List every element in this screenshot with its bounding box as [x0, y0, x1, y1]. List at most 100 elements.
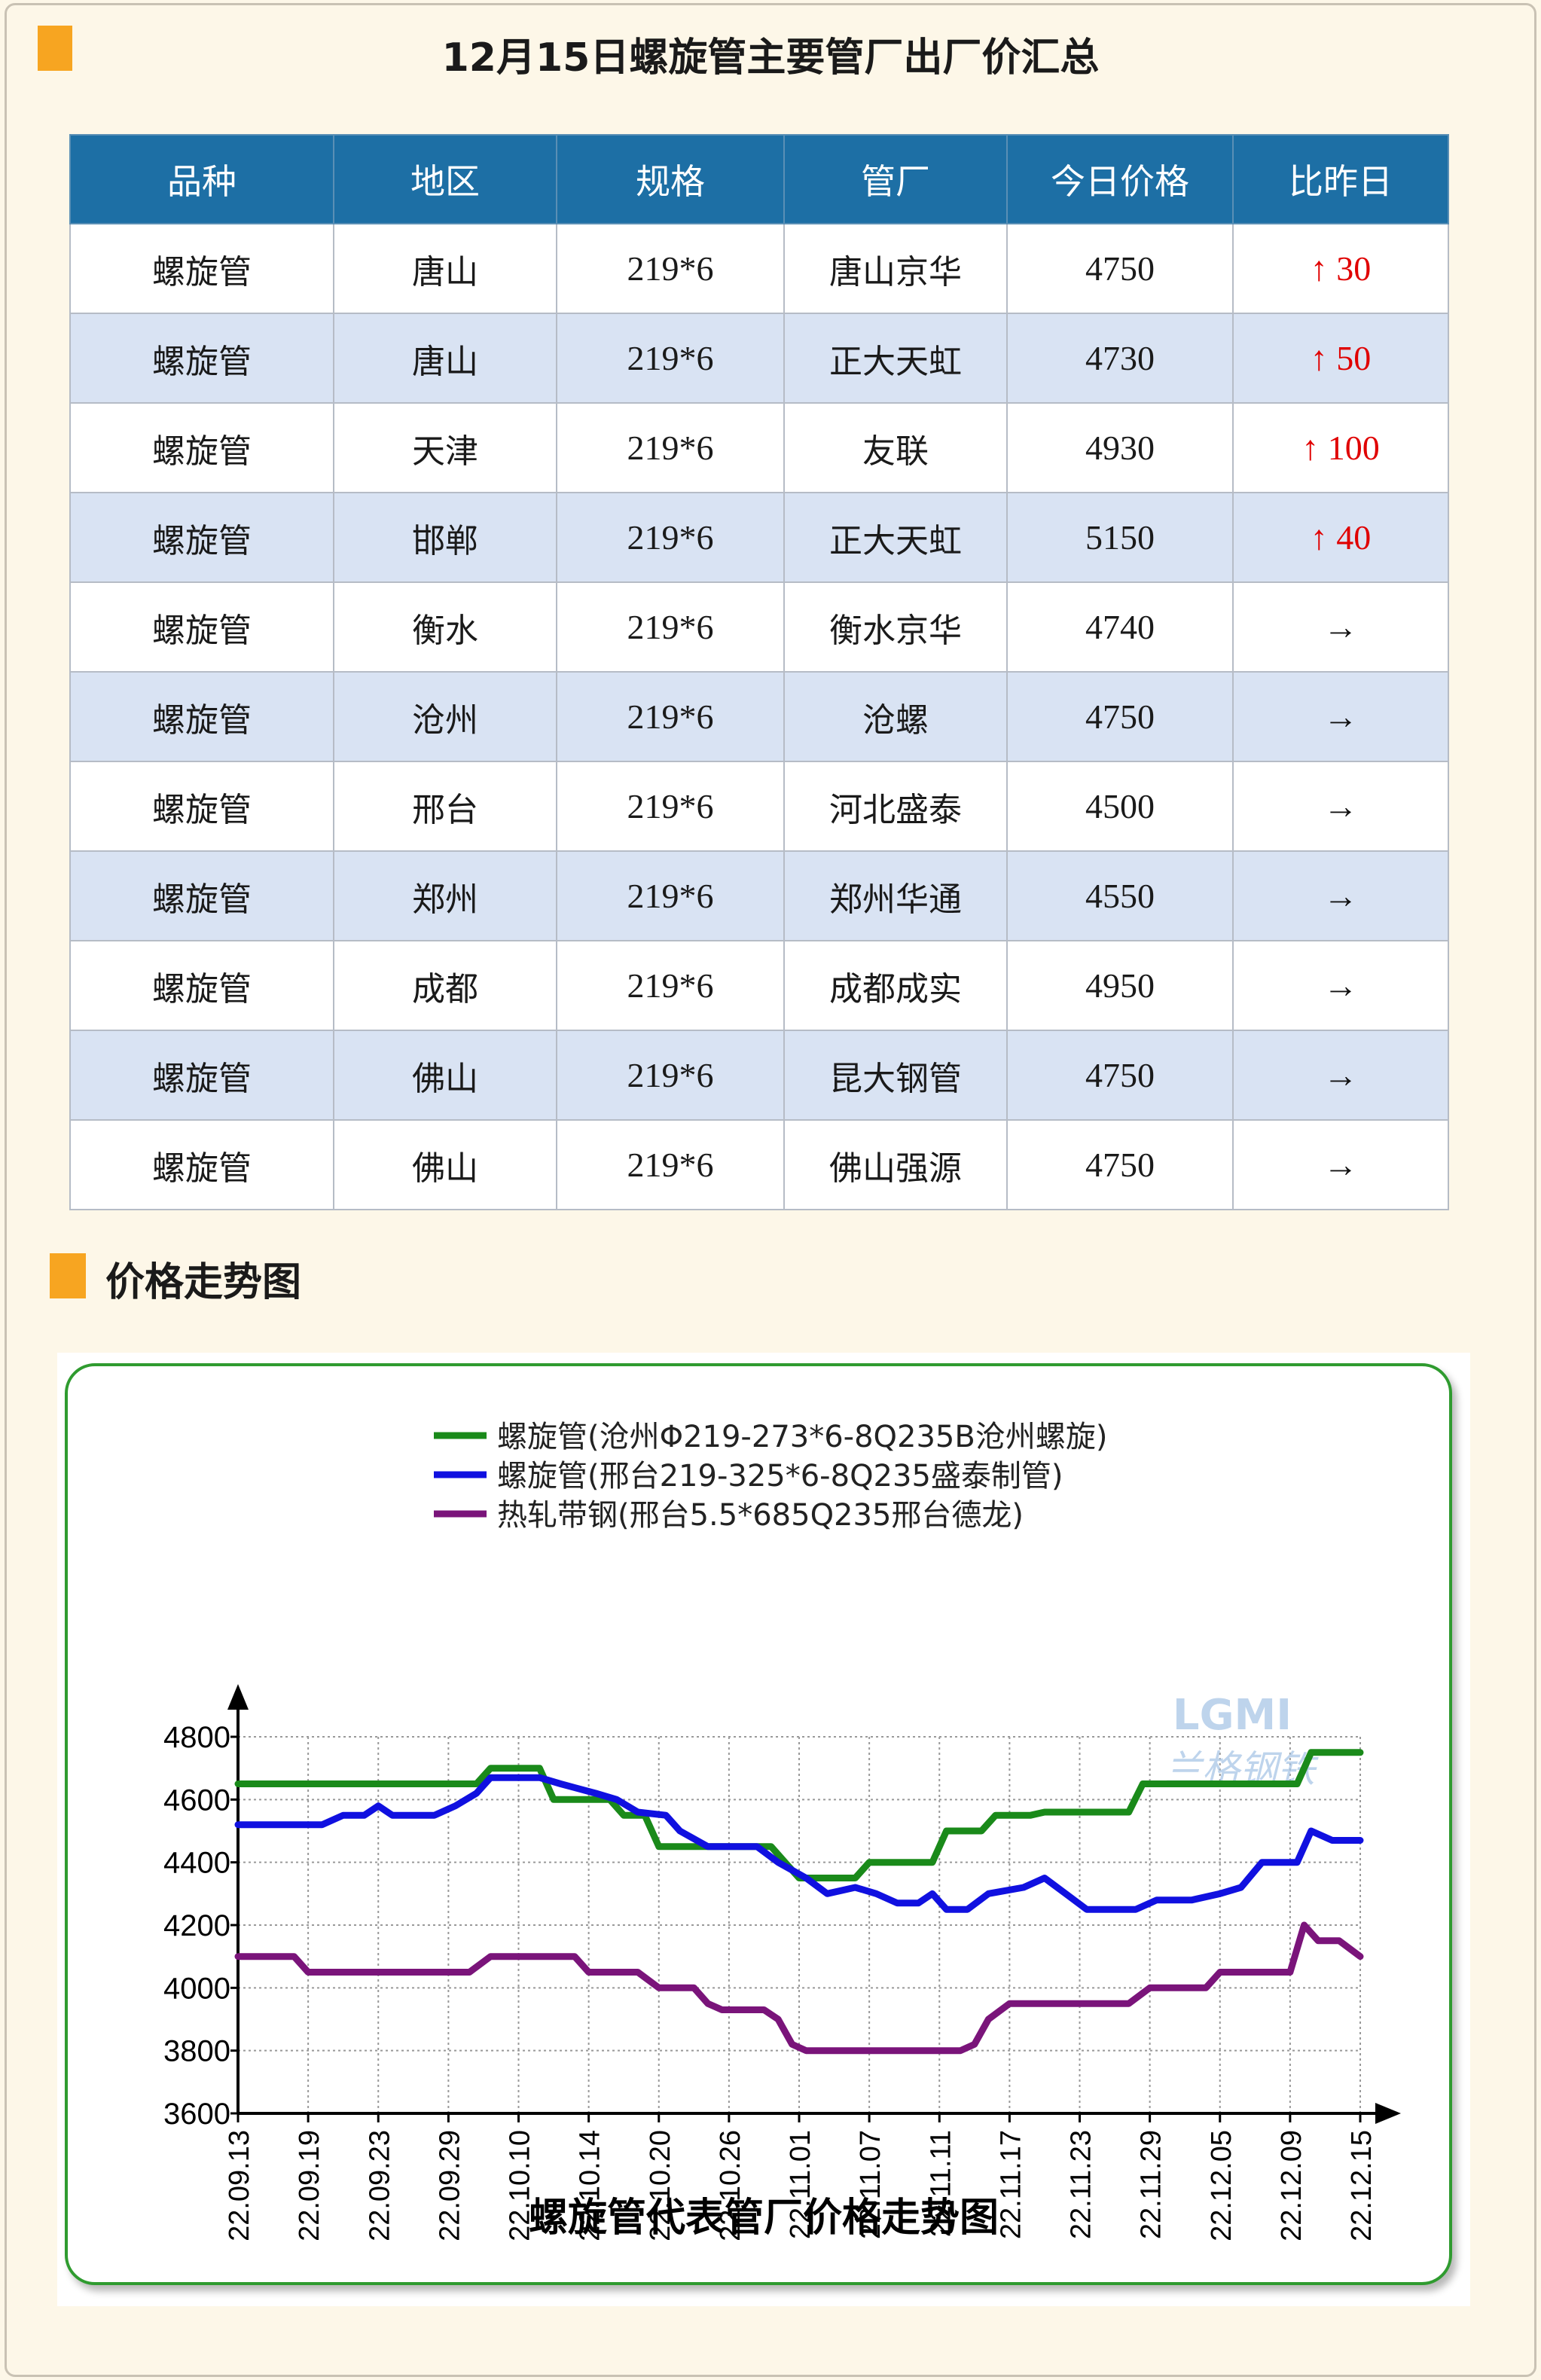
- cell-change: ↑ 100: [1232, 402, 1449, 493]
- table-row: 螺旋管 佛山 219*6 佛山强源 4750 →: [69, 1119, 1449, 1210]
- col-price: 今日价格: [1006, 134, 1234, 224]
- chart-panel: LGMI 兰格钢铁 3600 3800 4000 4200 4400 4600 4800 22.0…: [57, 1353, 1470, 2306]
- section-marker-1: [38, 26, 72, 71]
- cell-change: →: [1232, 940, 1449, 1031]
- cell-mill: 郑州华通: [783, 850, 1008, 941]
- table-row: 螺旋管 郑州 219*6 郑州华通 4550 →: [69, 850, 1449, 941]
- col-region: 地区: [333, 134, 557, 224]
- cell-price: 4750: [1006, 223, 1234, 314]
- change-value: 40: [1336, 518, 1372, 557]
- flat-arrow-icon: →: [1323, 787, 1358, 825]
- cell-region: 衡水: [333, 581, 557, 673]
- change-value: 50: [1336, 339, 1372, 377]
- cell-spec: 219*6: [556, 850, 785, 941]
- cell-change: →: [1232, 850, 1449, 941]
- col-mill: 管厂: [783, 134, 1008, 224]
- up-arrow-icon: ↑: [1310, 249, 1328, 288]
- chart-title: 螺旋管代表管厂价格走势图: [529, 2195, 999, 2241]
- x-tick-label: 22.10.10: [505, 2130, 536, 2241]
- col-variety: 品种: [69, 134, 334, 224]
- cell-spec: 219*6: [556, 671, 785, 762]
- cell-mill: 唐山京华: [783, 223, 1008, 314]
- cell-mill: 成都成实: [783, 940, 1008, 1031]
- watermark-logo: LGMI: [1173, 1691, 1292, 1740]
- page-title: 12月15日螺旋管主要管厂出厂价汇总: [441, 35, 1100, 81]
- y-tick-label: 4600: [163, 1783, 230, 1817]
- table-row: 螺旋管 沧州 219*6 沧螺 4750 →: [69, 671, 1449, 762]
- cell-spec: 219*6: [556, 313, 785, 404]
- cell-spec: 219*6: [556, 940, 785, 1031]
- cell-change: →: [1232, 581, 1449, 673]
- table-row: 螺旋管 唐山 219*6 唐山京华 4750 ↑ 30: [69, 223, 1449, 314]
- y-tick-label: 4200: [163, 1909, 230, 1942]
- cell-price: 4500: [1006, 761, 1234, 852]
- y-tick-label: 3800: [163, 2035, 230, 2068]
- cell-variety: 螺旋管: [69, 761, 334, 852]
- cell-change: →: [1232, 671, 1449, 762]
- up-arrow-icon: ↑: [1301, 429, 1320, 467]
- cell-variety: 螺旋管: [69, 1030, 334, 1121]
- cell-mill: 佛山强源: [783, 1119, 1008, 1210]
- series-line: [234, 1749, 1364, 1881]
- table-row: 螺旋管 邢台 219*6 河北盛泰 4500 →: [69, 761, 1449, 852]
- table-row: 螺旋管 成都 219*6 成都成实 4950 →: [69, 940, 1449, 1031]
- cell-region: 天津: [333, 402, 557, 493]
- cell-price: 4750: [1006, 1119, 1234, 1210]
- cell-change: →: [1232, 1030, 1449, 1121]
- cell-region: 唐山: [333, 223, 557, 314]
- cell-price: 4750: [1006, 1030, 1234, 1121]
- cell-spec: 219*6: [556, 402, 785, 493]
- col-spec: 规格: [556, 134, 785, 224]
- x-tick-label: 22.12.09: [1276, 2130, 1308, 2241]
- price-trend-chart: LGMI兰格钢铁360038004000420044004600480022.0…: [163, 1420, 1401, 2241]
- flat-arrow-icon: →: [1323, 1146, 1358, 1184]
- legend-label: 热轧带钢(邢台5.5*685Q235邢台德龙): [497, 1498, 1024, 1533]
- cell-price: 4550: [1006, 850, 1234, 941]
- cell-change: ↑ 50: [1232, 313, 1449, 404]
- cell-region: 邢台: [333, 761, 557, 852]
- cell-region: 唐山: [333, 313, 557, 404]
- cell-mill: 昆大钢管: [783, 1030, 1008, 1121]
- cell-spec: 219*6: [556, 761, 785, 852]
- cell-spec: 219*6: [556, 1030, 785, 1121]
- change-value: 30: [1336, 249, 1372, 288]
- up-arrow-icon: ↑: [1310, 518, 1328, 557]
- legend-label: 螺旋管(邢台219-325*6-8Q235盛泰制管): [497, 1459, 1063, 1494]
- x-tick-label: 22.11.07: [855, 2130, 886, 2239]
- x-tick-label: 22.10.20: [645, 2130, 676, 2241]
- cell-variety: 螺旋管: [69, 850, 334, 941]
- y-tick-label: 4800: [163, 1721, 230, 1754]
- cell-spec: 219*6: [556, 492, 785, 583]
- col-change: 比昨日: [1232, 134, 1449, 224]
- table-row: 螺旋管 邯郸 219*6 正大天虹 5150 ↑ 40: [69, 492, 1449, 583]
- legend-label: 螺旋管(沧州Φ219-273*6-8Q235B沧州螺旋): [497, 1420, 1107, 1454]
- cell-spec: 219*6: [556, 581, 785, 673]
- x-tick-label: 22.11.01: [785, 2130, 816, 2239]
- x-tick-label: 22.12.05: [1206, 2130, 1237, 2241]
- table-row: 螺旋管 唐山 219*6 正大天虹 4730 ↑ 50: [69, 313, 1449, 404]
- price-table: 品种 地区 规格 管厂 今日价格 比昨日 螺旋管 唐山 219*6 唐山京华 4750 ↑…: [69, 134, 1449, 1210]
- cell-region: 郑州: [333, 850, 557, 941]
- cell-change: →: [1232, 761, 1449, 852]
- cell-change: ↑ 40: [1232, 492, 1449, 583]
- flat-arrow-icon: →: [1323, 877, 1358, 915]
- cell-price: 4730: [1006, 313, 1234, 404]
- x-tick-label: 22.10.26: [715, 2130, 746, 2241]
- cell-mill: 正大天虹: [783, 313, 1008, 404]
- table-row: 螺旋管 衡水 219*6 衡水京华 4740 →: [69, 581, 1449, 673]
- cell-variety: 螺旋管: [69, 402, 334, 493]
- cell-spec: 219*6: [556, 223, 785, 314]
- x-tick-label: 22.09.23: [364, 2130, 395, 2241]
- cell-price: 5150: [1006, 492, 1234, 583]
- y-axis-arrow-icon: [227, 1684, 249, 1710]
- cell-price: 4950: [1006, 940, 1234, 1031]
- y-tick-label: 4000: [163, 1972, 230, 2005]
- cell-variety: 螺旋管: [69, 581, 334, 673]
- flat-arrow-icon: →: [1323, 608, 1358, 646]
- section-title: 价格走势图: [105, 1260, 302, 1305]
- flat-arrow-icon: →: [1323, 1056, 1358, 1094]
- x-tick-label: 22.09.19: [294, 2130, 325, 2241]
- x-tick-label: 22.11.29: [1136, 2130, 1167, 2239]
- cell-change: →: [1232, 1119, 1449, 1210]
- x-tick-label: 22.11.23: [1066, 2130, 1097, 2239]
